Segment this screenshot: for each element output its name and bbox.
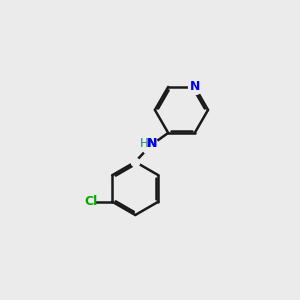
Text: Cl: Cl: [85, 195, 98, 208]
Text: N: N: [190, 80, 200, 93]
Text: H: H: [140, 137, 148, 150]
Text: N: N: [147, 137, 157, 150]
Text: H: H: [140, 137, 148, 150]
Text: N: N: [147, 137, 157, 150]
